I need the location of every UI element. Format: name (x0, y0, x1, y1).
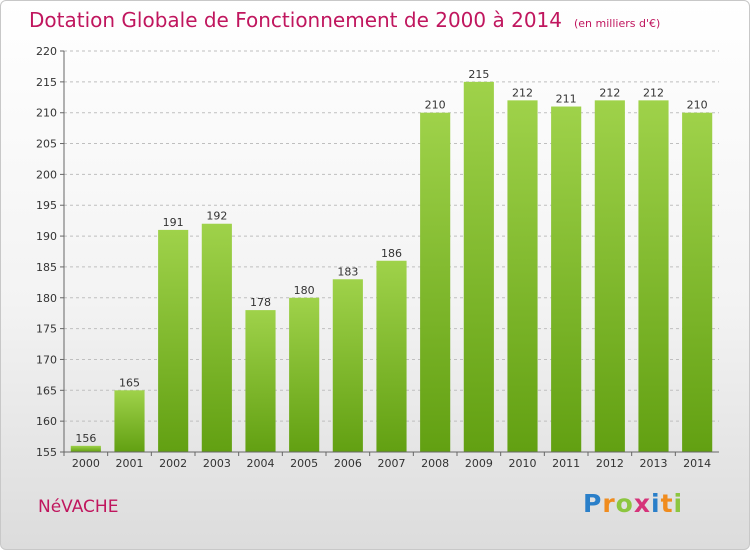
bar-2011 (551, 106, 582, 453)
y-tick-label: 205 (36, 138, 57, 151)
bar-value-label: 178 (250, 296, 271, 309)
x-tick-label: 2002 (159, 457, 187, 470)
bar-value-label: 215 (468, 68, 489, 81)
x-tick-label: 2000 (72, 457, 100, 470)
bar-value-label: 211 (556, 93, 577, 106)
bar-value-label: 156 (75, 432, 96, 445)
bar-value-label: 186 (381, 247, 402, 260)
bar-2009 (463, 81, 494, 452)
x-tick-label: 2012 (596, 457, 624, 470)
bar-value-label: 212 (643, 86, 664, 99)
bar-2005 (289, 297, 320, 452)
logo-letter: P (583, 489, 603, 518)
chart-title: Dotation Globale de Fonctionnement de 20… (29, 8, 660, 32)
bar-2006 (332, 279, 363, 452)
bar-value-label: 212 (512, 86, 533, 99)
x-tick-label: 2009 (465, 457, 493, 470)
bar-2008 (420, 112, 451, 452)
logo-letter: i (651, 489, 661, 518)
bar-value-label: 192 (206, 210, 227, 223)
y-tick-label: 200 (36, 168, 57, 181)
bar-2001 (114, 390, 145, 452)
bar-2000 (70, 445, 101, 452)
x-tick-label: 2006 (334, 457, 362, 470)
commune-name: NéVACHE (38, 497, 119, 517)
x-tick-label: 2001 (116, 457, 144, 470)
bar-2013 (638, 100, 669, 452)
y-tick-label: 165 (36, 384, 57, 397)
y-tick-label: 190 (36, 230, 57, 243)
y-tick-label: 175 (36, 323, 57, 336)
bar-value-label: 210 (425, 99, 446, 112)
bars: 156 165 191 192 178 180 183 186 210 215 212 211 212 2… (70, 68, 713, 453)
x-tick-label: 2004 (247, 457, 275, 470)
x-tick-label: 2014 (683, 457, 711, 470)
x-tick-label: 2011 (552, 457, 580, 470)
y-tick-label: 210 (36, 107, 57, 120)
logo-letter: o (615, 489, 634, 518)
x-tick-label: 2008 (421, 457, 449, 470)
x-tick-label: 2010 (509, 457, 537, 470)
bar-value-label: 210 (687, 99, 708, 112)
bar-2012 (594, 100, 625, 452)
y-tick-label: 170 (36, 353, 57, 366)
x-tick-label: 2005 (290, 457, 318, 470)
x-tick-label: 2003 (203, 457, 231, 470)
bar-2014 (682, 112, 713, 452)
bar-value-label: 183 (337, 265, 358, 278)
chart-subtitle: (en milliers d'€) (574, 17, 661, 30)
chart-title-text: Dotation Globale de Fonctionnement de 20… (29, 8, 562, 32)
x-tick-label: 2013 (640, 457, 668, 470)
bar-value-label: 165 (119, 376, 140, 389)
y-tick-label: 180 (36, 292, 57, 305)
bar-2002 (158, 229, 189, 452)
proxiti-logo[interactable]: Proxiti (583, 489, 683, 518)
bar-2004 (245, 310, 276, 452)
x-tick-label: 2007 (378, 457, 406, 470)
logo-letter: x (633, 489, 651, 518)
y-tick-label: 195 (36, 199, 57, 212)
bar-value-label: 180 (294, 284, 315, 297)
bar-value-label: 212 (599, 86, 620, 99)
bar-value-label: 191 (163, 216, 184, 229)
logo-letter: i (673, 489, 684, 518)
y-axis: 155 160 165 170 175 180 185 190 195 200 205 210 215 2… (36, 45, 65, 459)
logo-letter: r (602, 489, 616, 518)
logo-letter: t (660, 489, 674, 518)
x-axis: 2000 2001 2002 2003 2004 2005 2006 2007 2008 2009… (63, 451, 719, 470)
y-tick-label: 215 (36, 76, 57, 89)
bar-2010 (507, 100, 538, 452)
bar-2003 (201, 223, 232, 452)
y-tick-label: 160 (36, 415, 57, 428)
y-tick-label: 155 (36, 446, 57, 459)
bar-2007 (376, 260, 407, 452)
y-tick-label: 185 (36, 261, 57, 274)
y-tick-label: 220 (36, 45, 57, 58)
